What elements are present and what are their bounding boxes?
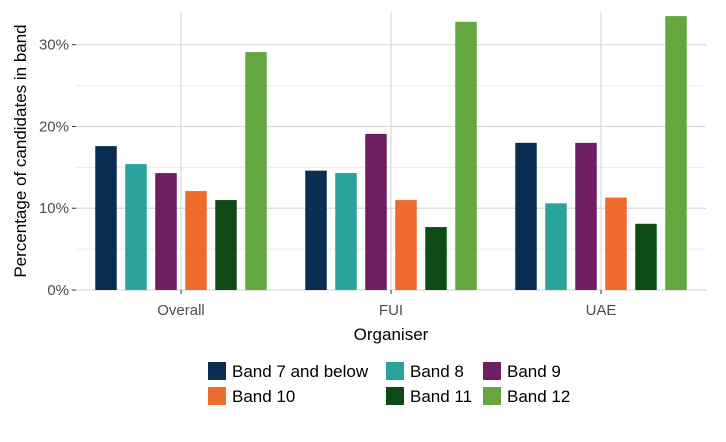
x-tick-label: UAE — [586, 302, 617, 319]
legend-swatch — [483, 387, 501, 405]
y-tick-label: 10% — [39, 200, 69, 217]
y-tick-label: 0% — [47, 282, 69, 299]
x-axis-title: Organiser — [354, 325, 429, 344]
bar — [425, 227, 447, 290]
bar — [605, 197, 627, 290]
legend-swatch — [386, 362, 404, 380]
bar — [305, 170, 327, 290]
bar — [245, 52, 267, 291]
bars — [95, 16, 687, 291]
y-tick-label: 20% — [39, 118, 69, 135]
bar — [545, 203, 567, 290]
bar — [455, 21, 477, 290]
legend-label: Band 7 and below — [232, 362, 369, 381]
legend-label: Band 8 — [410, 362, 464, 381]
legend: Band 7 and below Band 8 Band 9 Band 10 Band … — [208, 362, 570, 406]
y-tick-label: 30% — [39, 37, 69, 54]
bar — [95, 146, 117, 290]
bar — [125, 164, 147, 290]
legend-label: Band 10 — [232, 387, 295, 406]
bar — [635, 223, 657, 290]
bar — [335, 173, 357, 290]
legend-swatch — [483, 362, 501, 380]
legend-swatch — [208, 387, 226, 405]
axes: 0% 10% 20% 30% Overall FUI UAE — [39, 37, 616, 319]
bar — [185, 191, 207, 290]
bar — [215, 200, 237, 290]
x-tick-label: FUI — [379, 302, 403, 319]
legend-label: Band 9 — [507, 362, 561, 381]
legend-label: Band 11 — [410, 387, 472, 406]
legend-label: Band 12 — [507, 387, 570, 406]
grid — [76, 12, 706, 291]
y-axis-title: Percentage of candidates in band — [11, 24, 30, 277]
legend-swatch — [208, 362, 226, 380]
bar — [515, 142, 537, 290]
bar — [395, 200, 417, 290]
x-tick-label: Overall — [157, 302, 205, 319]
bar — [575, 142, 597, 290]
bar — [365, 133, 387, 290]
legend-swatch — [386, 387, 404, 405]
bar — [665, 16, 687, 291]
bar — [155, 173, 177, 290]
